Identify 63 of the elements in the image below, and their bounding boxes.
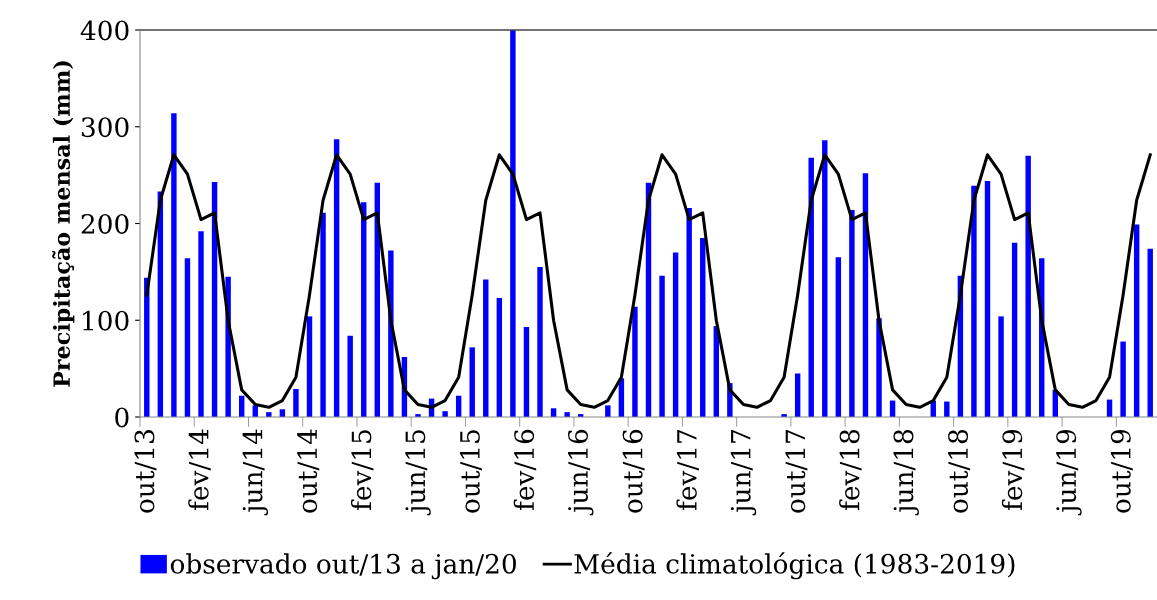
x-tick-label: fev/19 — [1001, 429, 1025, 510]
bar — [184, 258, 191, 417]
line-series — [145, 153, 1152, 409]
x-tick-label: fev/15 — [350, 430, 374, 510]
legend-label: observado out/13 a jan/20 — [170, 553, 516, 580]
bar — [794, 373, 801, 417]
x-tick-label: fev/14 — [188, 429, 211, 510]
bar — [1011, 242, 1018, 417]
bar — [510, 30, 516, 417]
x-tick-label: out/18 — [948, 429, 971, 513]
bar — [632, 306, 638, 417]
bar — [320, 212, 326, 417]
y-tick-label: 100 — [83, 310, 129, 331]
x-tick-label: fev/17 — [676, 430, 699, 510]
bar — [835, 257, 842, 417]
x-tick-label: jun/17 — [730, 430, 757, 516]
y-tick-label: 400 — [80, 20, 129, 41]
bar — [496, 298, 503, 417]
x-tick-label: fev/16 — [513, 429, 537, 510]
x-tick-label: jun/19 — [1056, 429, 1082, 516]
y-tick-label: 0 — [115, 407, 129, 428]
bar — [605, 405, 611, 417]
bar — [998, 316, 1004, 417]
bar — [442, 411, 448, 417]
bar — [686, 208, 692, 417]
x-tick-label: out/13 — [134, 430, 157, 513]
bar — [984, 180, 991, 417]
bar — [523, 327, 530, 417]
bar — [483, 279, 489, 417]
y-tick-label: 300 — [81, 117, 129, 138]
bar — [1147, 248, 1153, 417]
x-tick-label: fev/18 — [839, 429, 862, 510]
bar — [293, 388, 299, 417]
bar — [198, 231, 204, 417]
bar — [944, 401, 950, 417]
bar — [347, 335, 353, 417]
x-tick-label: jun/14 — [242, 429, 269, 516]
x-tick-label: out/16 — [622, 429, 645, 513]
bar — [564, 412, 570, 417]
bar — [537, 267, 543, 417]
bar — [700, 238, 706, 417]
bar — [1133, 224, 1140, 417]
x-tick-label: out/14 — [297, 429, 320, 513]
bar — [306, 316, 313, 417]
bar — [1120, 341, 1126, 417]
legend-label: Média climatológica (1983-2019) — [574, 552, 1015, 580]
bar — [659, 275, 665, 417]
bar — [266, 412, 272, 417]
x-tick-label: out/15 — [459, 430, 482, 513]
x-tick-label: out/17 — [785, 430, 808, 513]
x-tick-label: out/19 — [1110, 429, 1133, 513]
bar — [672, 252, 679, 417]
bar — [849, 209, 855, 417]
x-tick-label: jun/18 — [893, 429, 919, 516]
x-tick-label: jun/15 — [405, 430, 431, 516]
x-tick-label: jun/16 — [568, 429, 594, 516]
bar — [971, 185, 977, 417]
bar — [171, 113, 177, 417]
y-axis-title: Precipitação mensal (mm) — [52, 61, 75, 387]
y-tick-label: 200 — [81, 213, 129, 234]
bar — [469, 347, 475, 417]
bar — [876, 318, 882, 417]
bar — [1025, 155, 1031, 417]
